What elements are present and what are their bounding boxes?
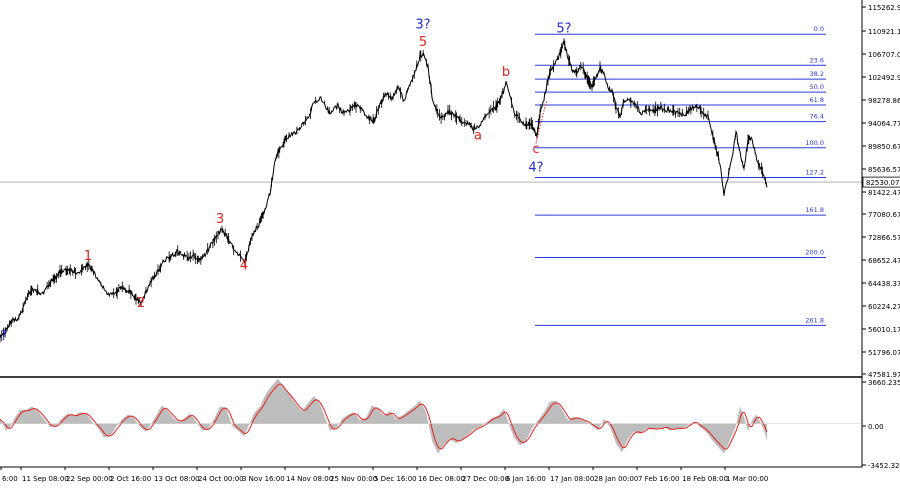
fib-level-label: 76.4 xyxy=(810,113,824,121)
current-price-label: 82530.07 xyxy=(866,179,899,187)
fib-level-label: 200.0 xyxy=(805,248,824,256)
wave-label: 5? xyxy=(556,21,571,36)
wave-label: 1 xyxy=(84,249,92,264)
wave-labels: ? 1 2 3 4 5 3? a b c 4? 5? xyxy=(1,18,572,344)
fib-level-label: 100.0 xyxy=(805,139,824,147)
x-axis-label: 16 Dec 08:00 xyxy=(418,475,465,483)
price-axis-label: 102492.97 xyxy=(868,74,900,82)
price-axis-label: 81422.47 xyxy=(868,189,900,197)
oscillator-axis-label: 0.00 xyxy=(868,423,884,431)
current-price-box xyxy=(862,176,900,188)
wave-label: 3? xyxy=(415,18,430,33)
x-axis-label: 5 Dec 16:00 xyxy=(374,475,417,483)
x-axis-label: 6:00 xyxy=(2,475,18,483)
price-axis-label: 68652.47 xyxy=(868,257,900,265)
wave-label: b xyxy=(502,65,510,80)
fib-level-label: 161.8 xyxy=(805,206,824,214)
oscillator-axis-label: -3452.32 xyxy=(868,462,899,470)
x-axis-label: 27 Dec 00:00 xyxy=(462,475,509,483)
price-axis-label: 51796.07 xyxy=(868,349,900,357)
x-axis-label: 28 Jan 00:00 xyxy=(594,475,638,483)
wave-label: ? xyxy=(1,329,8,344)
wave-connector xyxy=(535,99,548,144)
x-axis-label: 17 Jan 08:00 xyxy=(550,475,594,483)
fib-level-label: 23.6 xyxy=(810,56,824,64)
price-axis-label: 94064.77 xyxy=(868,120,900,128)
wave-label: c xyxy=(532,142,539,157)
fib-level-label: 61.8 xyxy=(810,96,824,104)
wave-label: 5 xyxy=(419,35,427,50)
price-axis-label: 72866.57 xyxy=(868,234,900,242)
x-axis-label: 2 Oct 16:00 xyxy=(110,475,151,483)
wave-label: 2 xyxy=(137,296,145,311)
oscillator-histogram xyxy=(0,378,767,454)
price-series xyxy=(0,38,768,343)
fib-level-label: 0.0 xyxy=(814,25,824,33)
x-axis-label: 11 Sep 08:00 xyxy=(22,475,69,483)
wave-label: 3 xyxy=(216,212,224,227)
price-axis-label: 85636.57 xyxy=(868,166,900,174)
x-axis-label: 24 Oct 00:00 xyxy=(198,475,244,483)
price-axis-label: 106707.07 xyxy=(868,51,900,59)
price-axis-label: 98278.86 xyxy=(868,97,900,105)
price-axis-label: 77080.67 xyxy=(868,211,900,219)
x-axis-label: 18 Feb 08:00 xyxy=(682,475,728,483)
price-wicks xyxy=(0,38,766,343)
x-axis-label: 14 Nov 08:00 xyxy=(286,475,333,483)
oscillator-axis-label: 3660.235 xyxy=(868,379,900,387)
price-axis-label: 60224.27 xyxy=(868,303,900,311)
wave-label: a xyxy=(474,128,482,143)
fib-levels: 0.0 23.6 38.2 50.0 61.8 76.4 100.0 127.2 161.8 20… xyxy=(535,25,826,326)
x-axis-label: 6 Jan 16:00 xyxy=(506,475,546,483)
price-axis-label: 89850.67 xyxy=(868,143,900,151)
price-axis-label: 110921.17 xyxy=(868,28,900,36)
price-axis-label: 64438.37 xyxy=(868,280,900,288)
price-axis-label: 115262.97 xyxy=(868,4,900,12)
x-axis-label: 7 Feb 16:00 xyxy=(638,475,679,483)
wave-label: 4 xyxy=(240,258,248,273)
wave-label: 4? xyxy=(528,160,543,175)
oscillator-signal-line xyxy=(0,383,768,450)
x-axis-label: 13 Oct 08:00 xyxy=(154,475,200,483)
oscillator-panel xyxy=(0,378,862,454)
price-axis-label: 47581.97 xyxy=(868,371,900,379)
price-axis-label: 56010.17 xyxy=(868,326,900,334)
fib-level-label: 38.2 xyxy=(810,70,824,78)
fib-level-label: 127.2 xyxy=(805,169,824,177)
x-axis-label: 1 Mar 00:00 xyxy=(726,475,768,483)
fib-level-label: 261.8 xyxy=(805,316,824,324)
x-axis-label: 25 Nov 00:00 xyxy=(330,475,377,483)
fib-level-label: 50.0 xyxy=(810,83,824,91)
x-axis-label: 3 Nov 16:00 xyxy=(242,475,285,483)
x-axis-label: 22 Sep 00:00 xyxy=(66,475,113,483)
